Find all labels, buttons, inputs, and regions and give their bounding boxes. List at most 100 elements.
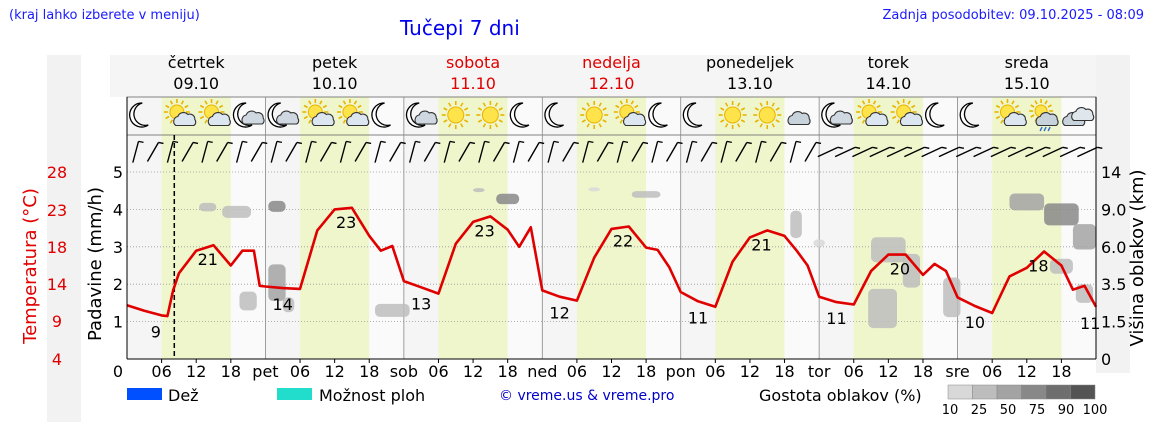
wind-barb bbox=[181, 142, 194, 162]
daylight-band bbox=[992, 97, 1062, 359]
temperature-label: 21 bbox=[751, 235, 771, 254]
wind-barb bbox=[735, 142, 748, 162]
moon-cloud-icon bbox=[232, 102, 265, 128]
wind-barb bbox=[354, 142, 367, 162]
y-tick-label: 0 bbox=[113, 362, 123, 381]
copyright-link[interactable]: © vreme.us & vreme.pro bbox=[499, 388, 675, 404]
cloud-density-tick: 10 bbox=[942, 403, 959, 418]
temperature-label: 13 bbox=[411, 294, 431, 313]
legend-rain-label: Dež bbox=[168, 386, 199, 405]
wind-barb bbox=[374, 141, 382, 163]
wind-barb bbox=[804, 142, 817, 162]
legend-rain-swatch bbox=[127, 388, 162, 400]
sun-icon bbox=[580, 101, 609, 129]
wind-barb bbox=[562, 142, 575, 162]
cloud-density-tick: 25 bbox=[971, 403, 988, 418]
wind-barb bbox=[158, 141, 164, 145]
wind-barb bbox=[1010, 146, 1016, 150]
wind-barb bbox=[331, 141, 337, 145]
legend-storm-swatch bbox=[277, 388, 312, 400]
cloud-blob bbox=[868, 288, 898, 329]
wind-barb bbox=[769, 142, 782, 162]
wind-barb bbox=[311, 140, 317, 144]
x-tick-label: 12 bbox=[878, 362, 898, 381]
wind-barb bbox=[527, 142, 540, 162]
temperature-label: 14 bbox=[273, 295, 293, 314]
moon-icon bbox=[925, 102, 945, 128]
cloud-blob bbox=[239, 291, 257, 311]
temperature-label: 20 bbox=[890, 260, 910, 279]
wind-barb bbox=[651, 141, 659, 163]
cloud-blob bbox=[588, 187, 600, 192]
day-short-label: sre bbox=[945, 362, 969, 381]
temperature-label: 23 bbox=[336, 213, 356, 232]
wind-barb bbox=[973, 146, 994, 158]
day-date: 09.10 bbox=[173, 74, 220, 93]
wind-barb bbox=[519, 140, 525, 144]
wind-barb bbox=[270, 141, 278, 163]
wind-barb bbox=[642, 141, 649, 145]
wind-barb bbox=[547, 141, 555, 163]
wind-barb bbox=[958, 146, 965, 150]
wind-barb bbox=[1045, 146, 1051, 150]
wind-barb bbox=[657, 140, 663, 144]
moon-icon bbox=[371, 102, 391, 128]
cloud-density-tick: 75 bbox=[1029, 403, 1046, 418]
wind-barb bbox=[276, 140, 283, 144]
temperature-label: 12 bbox=[549, 304, 569, 323]
wind-barb bbox=[1027, 146, 1034, 150]
temperature-label: 23 bbox=[474, 221, 494, 240]
precip-axis-title: Padavine (mm/h) bbox=[85, 187, 106, 341]
wind-barb bbox=[596, 142, 609, 162]
location-hint[interactable]: (kraj lahko izberete v meniju) bbox=[9, 8, 200, 23]
temperature-label: 11 bbox=[688, 308, 708, 327]
wind-barb bbox=[553, 140, 559, 144]
wind-barb bbox=[192, 141, 199, 145]
sun-cloud-icon bbox=[994, 99, 1027, 127]
cloud-height-tick-label: 6.0 bbox=[1101, 238, 1126, 257]
sun-cloud-icon bbox=[198, 99, 231, 127]
wind-barb bbox=[207, 140, 213, 144]
wind-barb bbox=[400, 141, 406, 145]
wind-barb bbox=[415, 140, 421, 144]
temperature-label: 11 bbox=[826, 309, 846, 328]
wind-barb bbox=[262, 141, 268, 145]
wind-barb bbox=[573, 141, 579, 145]
wind-barb bbox=[720, 141, 728, 163]
cloud-density-swatch bbox=[1070, 384, 1096, 400]
x-tick-label: 06 bbox=[705, 362, 725, 381]
x-tick-label: 12 bbox=[463, 362, 483, 381]
wind-barb bbox=[469, 141, 476, 145]
sun-cloud-icon bbox=[336, 99, 370, 127]
wind-barb bbox=[138, 140, 144, 144]
temp-tick-label: 18 bbox=[47, 238, 67, 257]
x-tick-label: 12 bbox=[324, 362, 344, 381]
x-tick-label: 06 bbox=[151, 362, 171, 381]
wind-barb bbox=[172, 140, 179, 144]
wind-barb bbox=[761, 140, 767, 144]
cloud-blob bbox=[473, 188, 485, 193]
page-title: Tučepi 7 dni bbox=[400, 16, 520, 40]
wind-barb bbox=[443, 141, 451, 163]
day-name: sobota bbox=[445, 53, 501, 72]
day-date: 13.10 bbox=[727, 74, 773, 93]
wind-barb bbox=[889, 146, 895, 150]
wind-barb bbox=[235, 141, 243, 163]
moon-icon bbox=[544, 102, 564, 128]
cloud-density-swatch bbox=[1045, 384, 1071, 400]
wind-barb bbox=[408, 141, 417, 163]
wind-barb bbox=[726, 140, 732, 144]
day-name: nedelja bbox=[582, 53, 641, 72]
temp-tick-label: 28 bbox=[47, 163, 67, 182]
day-name: petek bbox=[311, 53, 358, 72]
wind-barb bbox=[339, 141, 347, 163]
day-name: sreda bbox=[1004, 53, 1049, 72]
cloud-height-tick-label: 0 bbox=[1101, 350, 1111, 369]
sun-icon bbox=[718, 101, 747, 129]
cloud-blob bbox=[631, 191, 661, 198]
temperature-label: 21 bbox=[198, 250, 218, 269]
daylight-band bbox=[715, 97, 785, 359]
right-margin-band bbox=[1096, 55, 1130, 373]
sun-cloud-icon bbox=[302, 99, 335, 127]
